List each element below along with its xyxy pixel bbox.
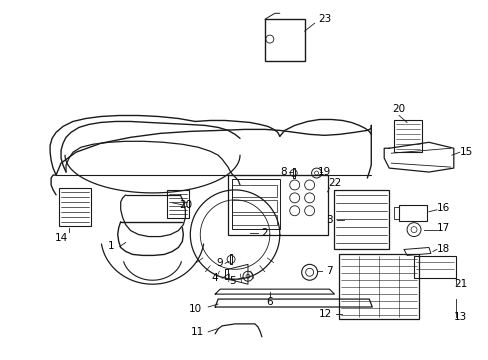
Bar <box>232 185 276 197</box>
Text: 19: 19 <box>317 167 330 177</box>
Text: 12: 12 <box>318 309 331 319</box>
Bar <box>167 190 189 218</box>
Text: 10: 10 <box>188 304 202 314</box>
Text: 9: 9 <box>216 258 223 268</box>
Text: 4: 4 <box>211 273 218 283</box>
Text: 5: 5 <box>228 276 235 286</box>
Text: 11: 11 <box>190 327 203 337</box>
Text: 21: 21 <box>453 279 467 289</box>
Bar <box>232 215 276 225</box>
Bar <box>264 19 304 61</box>
Text: 16: 16 <box>436 203 449 213</box>
Bar <box>232 200 276 212</box>
Bar <box>413 256 455 278</box>
Text: 23: 23 <box>317 14 330 24</box>
Text: 8: 8 <box>280 167 286 177</box>
Text: 22: 22 <box>327 178 341 188</box>
Text: 15: 15 <box>459 147 472 157</box>
Text: 7: 7 <box>325 266 332 276</box>
Bar <box>334 190 388 249</box>
Text: 20: 20 <box>392 104 405 113</box>
Bar <box>339 255 418 319</box>
Bar <box>232 179 279 229</box>
Text: 2: 2 <box>261 228 267 238</box>
Bar <box>393 121 421 152</box>
Text: 6: 6 <box>266 297 273 307</box>
Text: 18: 18 <box>436 244 449 255</box>
Text: 3: 3 <box>325 215 332 225</box>
Text: 17: 17 <box>436 222 449 233</box>
Text: 1: 1 <box>107 242 114 252</box>
Bar <box>59 188 91 226</box>
Text: 13: 13 <box>453 312 467 322</box>
Bar <box>398 205 426 221</box>
Bar <box>227 175 327 235</box>
Text: 20: 20 <box>179 200 191 210</box>
Text: 14: 14 <box>54 233 67 243</box>
